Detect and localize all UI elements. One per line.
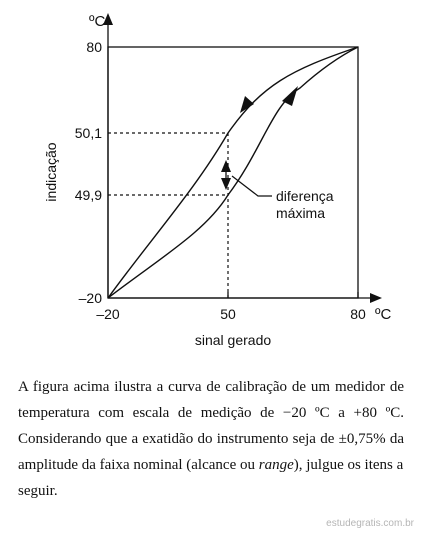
- y-tick-label-49-9: 49,9: [75, 187, 102, 203]
- caption-emphasis: range: [258, 457, 294, 473]
- x-unit-label: ºC: [375, 306, 391, 323]
- calibration-chart: ºC ºC 80 50,1 49,9 –20 –20 50 80 indicaç…: [43, 13, 391, 348]
- caption-line: seguir.: [18, 483, 58, 499]
- y-unit-label: ºC: [89, 13, 105, 30]
- curve-ascending: [107, 46, 359, 299]
- annotation-line-2: máxima: [276, 205, 325, 221]
- caption-line: amplitude da faixa nominal (alcance ou r…: [18, 452, 404, 478]
- caption-line: A figura acima ilustra a curva de calibr…: [18, 379, 404, 395]
- x-tick-label-50: 50: [220, 306, 236, 322]
- max-difference-arrowhead-top: [221, 160, 231, 172]
- y-tick-label-80: 80: [86, 39, 102, 55]
- ascending-arrowhead: [282, 86, 298, 106]
- caption-line: Considerando que a exatidão do instrumen…: [18, 431, 404, 447]
- caption-line: temperatura com escala de medição de −20…: [18, 405, 404, 421]
- max-difference-arrowhead-bottom: [221, 178, 231, 190]
- annotation-line-1: diferença: [276, 188, 334, 204]
- y-axis-title: indicação: [43, 142, 59, 201]
- watermark: estudegratis.com.br: [326, 518, 414, 529]
- plot-frame: [107, 46, 359, 299]
- y-tick-label-50-1: 50,1: [75, 125, 102, 141]
- x-axis-arrow: [370, 293, 382, 303]
- caption-text: ), julgue os itens a: [293, 457, 404, 473]
- calibration-figure: ºC ºC 80 50,1 49,9 –20 –20 50 80 indicaç…: [43, 13, 391, 348]
- question-caption: A figura acima ilustra a curva de calibr…: [18, 374, 404, 504]
- caption-text: amplitude da faixa nominal (alcance ou: [18, 457, 259, 473]
- curve-descending: [107, 46, 359, 299]
- x-tick-label-80: 80: [350, 306, 366, 322]
- annotation-leader: [231, 175, 272, 197]
- descending-arrowhead: [240, 96, 254, 113]
- y-tick-label-minus-20: –20: [79, 290, 103, 306]
- y-axis-arrow: [103, 13, 113, 25]
- x-axis-title: sinal gerado: [195, 332, 271, 348]
- x-tick-label-minus-20: –20: [96, 306, 120, 322]
